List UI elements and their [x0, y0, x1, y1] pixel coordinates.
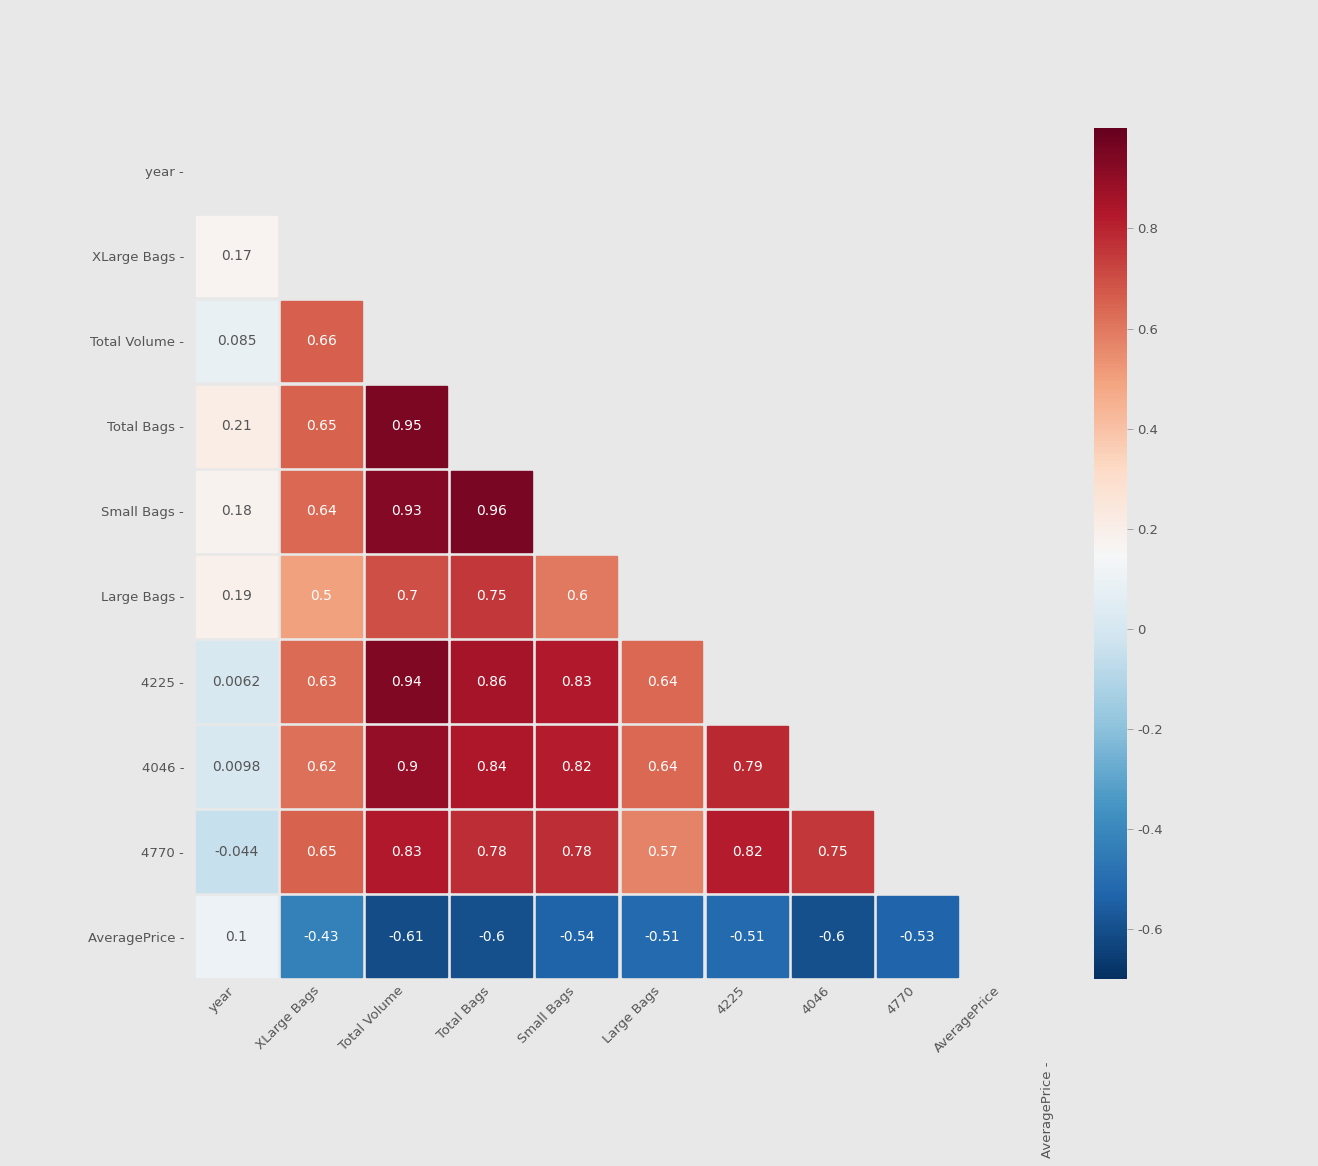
Text: 0.085: 0.085 [216, 333, 256, 349]
Bar [792, 812, 873, 892]
Bar [451, 641, 532, 722]
Bar [281, 812, 362, 892]
Text: 0.65: 0.65 [306, 844, 337, 859]
Bar [706, 726, 788, 807]
Text: 0.82: 0.82 [731, 844, 763, 859]
Bar [196, 812, 277, 892]
Text: 0.0062: 0.0062 [212, 674, 261, 689]
Text: 0.6: 0.6 [565, 589, 588, 604]
Text: 0.1: 0.1 [225, 929, 248, 944]
Bar [366, 812, 447, 892]
Bar [451, 726, 532, 807]
Bar [536, 726, 617, 807]
Text: -0.43: -0.43 [303, 929, 339, 944]
Bar [536, 897, 617, 977]
Bar [196, 471, 277, 552]
Text: AveragePrice -: AveragePrice - [1041, 1061, 1054, 1158]
Bar [536, 812, 617, 892]
Text: 0.96: 0.96 [476, 504, 507, 519]
Bar [451, 556, 532, 637]
Bar [281, 471, 362, 552]
Bar [281, 726, 362, 807]
Text: 0.93: 0.93 [391, 504, 422, 519]
Text: 0.75: 0.75 [477, 589, 507, 604]
Bar [366, 386, 447, 466]
Text: 0.0098: 0.0098 [212, 759, 261, 774]
Text: 0.9: 0.9 [395, 759, 418, 774]
Bar [706, 897, 788, 977]
Bar [536, 641, 617, 722]
Bar [281, 641, 362, 722]
Bar [196, 216, 277, 296]
Text: 0.64: 0.64 [306, 504, 337, 519]
Text: 0.17: 0.17 [221, 248, 252, 264]
Text: 0.5: 0.5 [311, 589, 332, 604]
Text: -0.6: -0.6 [818, 929, 846, 944]
Bar [196, 641, 277, 722]
Text: 0.64: 0.64 [647, 674, 677, 689]
Bar [451, 471, 532, 552]
Text: -0.53: -0.53 [900, 929, 936, 944]
Bar [451, 812, 532, 892]
Text: 0.66: 0.66 [306, 333, 337, 349]
Bar [876, 897, 958, 977]
Text: -0.61: -0.61 [389, 929, 424, 944]
Bar [281, 897, 362, 977]
Text: 0.65: 0.65 [306, 419, 337, 434]
Text: 0.19: 0.19 [221, 589, 252, 604]
Bar [622, 726, 702, 807]
Bar [196, 897, 277, 977]
Text: 0.64: 0.64 [647, 759, 677, 774]
Bar [196, 556, 277, 637]
Text: 0.75: 0.75 [817, 844, 847, 859]
Bar [792, 897, 873, 977]
Bar [196, 301, 277, 381]
Text: 0.86: 0.86 [476, 674, 507, 689]
Text: -0.51: -0.51 [729, 929, 764, 944]
Bar [366, 556, 447, 637]
Text: 0.83: 0.83 [391, 844, 422, 859]
Bar [451, 897, 532, 977]
Text: 0.7: 0.7 [395, 589, 418, 604]
Text: 0.21: 0.21 [221, 419, 252, 434]
Text: 0.18: 0.18 [221, 504, 252, 519]
Bar [366, 897, 447, 977]
Text: 0.95: 0.95 [391, 419, 422, 434]
Text: -0.51: -0.51 [645, 929, 680, 944]
Text: 0.94: 0.94 [391, 674, 422, 689]
Bar [366, 471, 447, 552]
Text: -0.044: -0.044 [215, 844, 258, 859]
Bar [196, 726, 277, 807]
Text: 0.79: 0.79 [731, 759, 763, 774]
Text: -0.6: -0.6 [478, 929, 505, 944]
Bar [281, 301, 362, 381]
Bar [706, 812, 788, 892]
Bar [196, 386, 277, 466]
Bar [281, 386, 362, 466]
Text: 0.62: 0.62 [306, 759, 337, 774]
Text: 0.82: 0.82 [561, 759, 592, 774]
Text: 0.78: 0.78 [476, 844, 507, 859]
Bar [622, 897, 702, 977]
Text: 0.84: 0.84 [476, 759, 507, 774]
Bar [536, 556, 617, 637]
Bar [366, 726, 447, 807]
Text: 0.63: 0.63 [306, 674, 337, 689]
Text: 0.83: 0.83 [561, 674, 592, 689]
Bar [622, 641, 702, 722]
Text: 0.78: 0.78 [561, 844, 592, 859]
Bar [281, 556, 362, 637]
Text: -0.54: -0.54 [559, 929, 594, 944]
Bar [622, 812, 702, 892]
Text: 0.57: 0.57 [647, 844, 677, 859]
Bar [366, 641, 447, 722]
